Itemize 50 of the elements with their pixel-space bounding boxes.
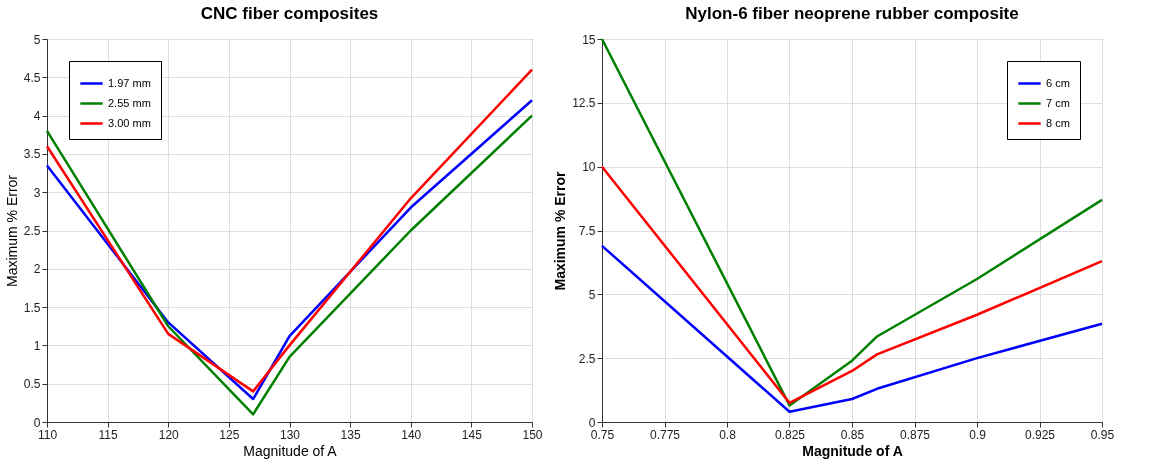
line-series — [600, 244, 1104, 414]
x-axis-title: Magnitude of A — [243, 442, 338, 459]
x-tick-label: 0.775 — [649, 427, 681, 442]
legend-label: 6 cm — [1046, 76, 1070, 89]
y-tick-label: 1.5 — [23, 300, 41, 315]
y-tick-label: 4 — [33, 109, 41, 124]
x-tick-label: 110 — [37, 427, 58, 442]
y-tick-label: 0 — [588, 415, 596, 430]
y-tick-label: 1 — [33, 338, 41, 353]
legend-label: 3.00 mm — [108, 116, 151, 129]
x-tick-label: 140 — [401, 427, 422, 442]
x-tick-label: 150 — [522, 427, 543, 442]
y-tick-label: 2.5 — [578, 351, 596, 366]
x-tick-label: 145 — [461, 427, 483, 442]
y-tick-label: 2.5 — [23, 224, 41, 238]
x-tick-label: 0.8 — [719, 427, 737, 442]
y-tick-label: 4.5 — [23, 70, 41, 85]
y-tick-label: 10 — [582, 160, 596, 175]
line-series — [600, 165, 1104, 405]
y-axis-title: Maximum % Error — [3, 174, 20, 288]
x-tick-label: 0.875 — [899, 427, 931, 442]
legend-label: 7 cm — [1046, 96, 1070, 109]
y-tick-label: 2 — [33, 262, 41, 277]
x-tick-label: 130 — [279, 427, 301, 442]
x-axis-title: Magnitude of A — [802, 442, 903, 459]
legend-label: 2.55 mm — [108, 96, 151, 109]
x-tick-label: 0.9 — [969, 427, 987, 442]
x-tick-label: 0.75 — [590, 427, 615, 442]
y-tick-label: 12.5 — [572, 96, 596, 111]
x-tick-label: 135 — [340, 427, 361, 442]
legend-label: 1.97 mm — [108, 76, 151, 89]
y-tick-label: 15 — [582, 32, 596, 47]
chart-title: CNC fiber composites — [200, 4, 379, 23]
legend-label: 8 cm — [1046, 116, 1070, 129]
y-tick-label: 5 — [588, 287, 596, 302]
chart-title: Nylon-6 fiber neoprene rubber composite — [685, 4, 1019, 23]
x-tick-label: 0.95 — [1090, 427, 1115, 442]
y-tick-label: 0.5 — [23, 377, 41, 392]
y-tick-label: 0 — [33, 415, 41, 430]
x-tick-label: 0.85 — [840, 427, 865, 442]
x-tick-label: 120 — [158, 427, 180, 442]
y-tick-label: 7.5 — [578, 224, 596, 238]
x-tick-label: 0.925 — [1024, 427, 1056, 442]
x-tick-label: 0.825 — [774, 427, 806, 442]
y-tick-label: 5 — [33, 32, 41, 47]
x-tick-label: 125 — [219, 427, 240, 442]
y-tick-label: 3.5 — [23, 147, 41, 162]
y-tick-label: 3 — [33, 185, 41, 200]
x-tick-label: 115 — [98, 427, 119, 442]
y-axis-title: Maximum % Error — [552, 170, 569, 291]
